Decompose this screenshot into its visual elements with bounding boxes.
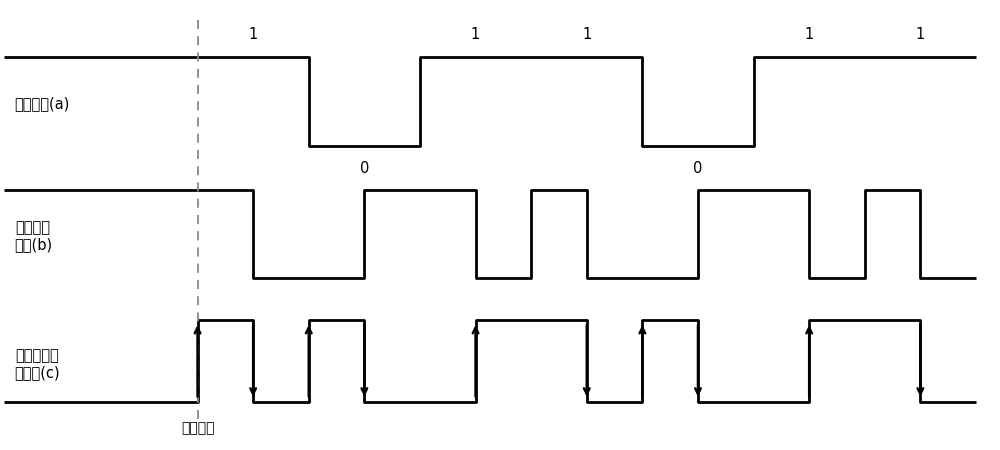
Text: 原始编码(a): 原始编码(a) [14,96,69,111]
Text: 1: 1 [916,27,925,42]
Text: 曼彻斯特
编码(b): 曼彻斯特 编码(b) [14,220,52,252]
Text: 0: 0 [360,161,369,176]
Text: 1: 1 [471,27,480,42]
Text: 0: 0 [693,161,703,176]
Text: 1: 1 [249,27,258,42]
Text: 1: 1 [582,27,591,42]
Text: 1: 1 [805,27,814,42]
Text: 参考跳变: 参考跳变 [181,421,214,435]
Text: 差分曼彻斯
特编码(c): 差分曼彻斯 特编码(c) [14,348,60,380]
